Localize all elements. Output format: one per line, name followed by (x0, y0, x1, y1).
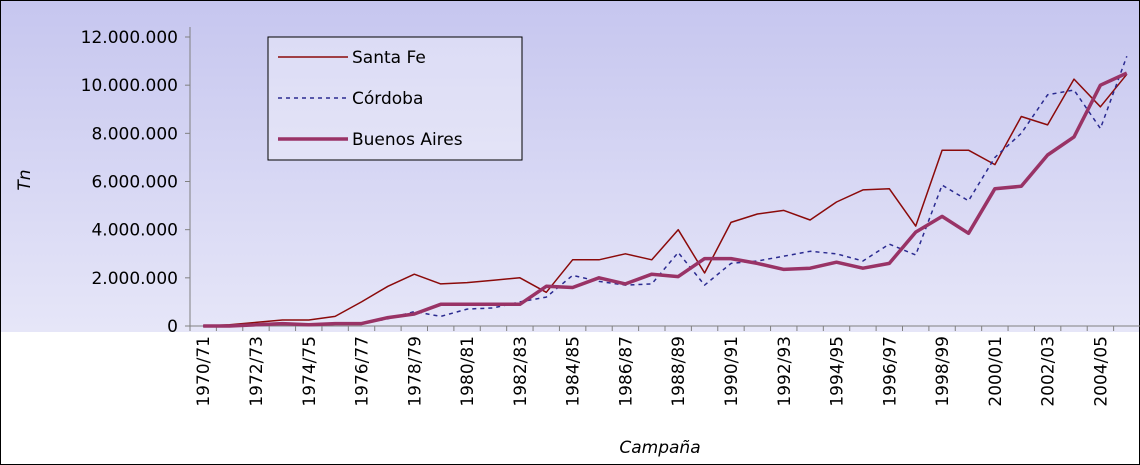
y-tick-label: 2.000.000 (91, 269, 178, 289)
x-axis-label: Campaña (619, 438, 700, 458)
y-tick-label: 12.000.000 (81, 28, 178, 48)
x-tick-label: 1998/99 (933, 336, 953, 407)
x-tick-label: 1978/79 (405, 336, 425, 407)
legend-label: Santa Fe (352, 48, 426, 68)
y-tick-label: 0 (167, 317, 178, 337)
legend-label: Córdoba (352, 89, 423, 109)
x-tick-label: 1972/73 (247, 336, 267, 407)
x-tick-label: 1982/83 (511, 336, 531, 407)
x-tick-label: 1970/71 (194, 336, 214, 407)
x-tick-label: 1986/87 (616, 336, 636, 407)
x-tick-label: 1990/91 (722, 336, 742, 407)
y-tick-label: 4.000.000 (91, 221, 178, 241)
x-tick-label: 1980/81 (458, 336, 478, 407)
series-line (203, 71, 1128, 328)
y-tick-label: 10.000.000 (81, 76, 178, 96)
x-tick-label: 1974/75 (300, 336, 320, 407)
x-tick-label: 2000/01 (986, 336, 1006, 407)
x-tick-label: 1988/89 (669, 336, 689, 407)
x-tick-label: 1996/97 (880, 336, 900, 407)
x-tick-label: 1984/85 (564, 336, 584, 407)
x-tick-label: 2004/05 (1091, 336, 1111, 407)
x-tick-label: 1994/95 (828, 336, 848, 407)
y-tick-label: 6.000.000 (91, 173, 178, 193)
x-tick-label: 2002/03 (1039, 336, 1059, 407)
series-line (203, 73, 1128, 327)
y-axis-label: Tn (15, 169, 35, 190)
legend-label: Buenos Aires (352, 130, 463, 150)
y-tick-label: 8.000.000 (91, 124, 178, 144)
x-tick-label: 1976/77 (353, 336, 373, 407)
x-tick-label: 1992/93 (775, 336, 795, 407)
